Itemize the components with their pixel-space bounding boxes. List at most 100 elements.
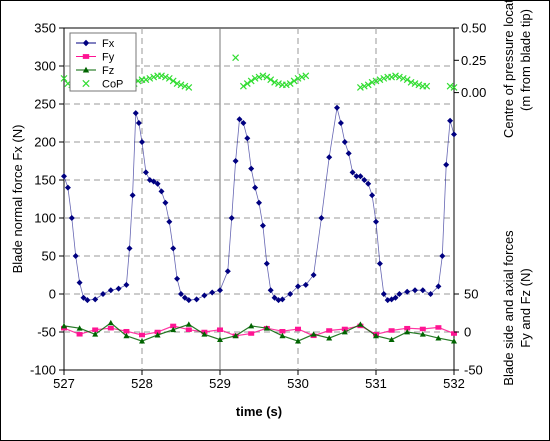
point-fz-24 — [435, 335, 442, 341]
point-fx-3 — [72, 253, 79, 259]
point-fx-28 — [185, 297, 192, 304]
point-fx-26 — [178, 291, 184, 297]
point-fx-49 — [295, 283, 301, 290]
point-fx-74 — [427, 291, 434, 297]
x-tick-label-3: 530 — [287, 376, 309, 391]
point-fx-38 — [244, 135, 251, 142]
point-fz-1 — [76, 325, 83, 331]
point-fz-15 — [295, 338, 301, 344]
point-cop-0 — [60, 74, 68, 82]
point-fx-66 — [380, 291, 387, 297]
point-fx-32 — [217, 287, 223, 294]
point-fz-18 — [341, 329, 348, 335]
legend-marker-fz — [82, 66, 90, 73]
x-tick-label-4: 531 — [365, 376, 387, 391]
point-fx-10 — [115, 285, 122, 292]
point-fy-1 — [76, 332, 83, 337]
point-fx-31 — [209, 289, 216, 296]
point-fz-22 — [404, 329, 411, 335]
point-fx-8 — [100, 291, 106, 297]
x-tick-label-5: 532 — [443, 376, 465, 391]
point-fx-42 — [259, 222, 266, 229]
point-cop-15 — [165, 74, 173, 82]
point-cop-38 — [302, 72, 310, 80]
legend-label-fz: Fz — [102, 65, 114, 77]
point-cop-58 — [450, 84, 458, 91]
grid — [64, 28, 454, 370]
point-fx-34 — [228, 215, 235, 221]
point-cop-36 — [294, 74, 302, 82]
series-fx — [61, 104, 457, 304]
point-fz-16 — [310, 331, 317, 337]
point-fy-21 — [388, 328, 395, 333]
series-layer — [60, 54, 458, 344]
point-cop-31 — [275, 80, 282, 87]
point-cop-54 — [415, 81, 423, 89]
y-left-tick-label-3: 200 — [34, 135, 56, 150]
point-cop-42 — [368, 78, 376, 86]
point-fx-61 — [361, 177, 368, 183]
series-line-fz — [63, 322, 455, 342]
point-fx-17 — [142, 169, 149, 176]
y-left-tick-label-8: -50 — [37, 325, 56, 340]
point-cop-40 — [360, 82, 368, 90]
point-cop-39 — [356, 84, 364, 91]
point-fx-37 — [240, 120, 247, 126]
point-cop-22 — [239, 82, 247, 90]
point-fx-43 — [263, 260, 270, 267]
point-cop-17 — [173, 80, 181, 87]
legend-label-fy: Fy — [102, 52, 115, 64]
x-tick-label-0: 527 — [53, 376, 75, 391]
point-cop-33 — [282, 81, 290, 89]
point-fz-23 — [419, 331, 426, 337]
point-cop-25 — [251, 74, 259, 82]
point-fx-53 — [326, 154, 333, 161]
point-fx-7 — [92, 296, 99, 303]
point-fx-62 — [365, 180, 372, 187]
point-cop-45 — [380, 74, 388, 82]
point-fx-35 — [232, 158, 239, 164]
point-fx-33 — [224, 268, 231, 275]
point-fx-1 — [64, 184, 71, 191]
point-fx-47 — [279, 296, 286, 303]
y-axis-right-bottom-title-line2: Fy and Fz (N) — [518, 268, 533, 347]
point-fx-63 — [369, 192, 376, 199]
point-fz-5 — [139, 338, 145, 344]
point-fx-51 — [310, 272, 317, 278]
point-fz-14 — [279, 332, 286, 339]
point-cop-49 — [395, 73, 403, 81]
point-cop-30 — [271, 78, 279, 86]
point-fz-11 — [232, 332, 239, 339]
y-left-tick-label-6: 50 — [42, 249, 56, 264]
point-fy-17 — [326, 328, 333, 333]
point-fx-23 — [166, 218, 173, 225]
y-left-tick-label-4: 150 — [34, 173, 56, 188]
point-fy-23 — [419, 326, 426, 332]
point-fz-7 — [170, 326, 177, 333]
y-right-top-tick-label-0: 0.50 — [461, 21, 486, 36]
point-fz-17 — [326, 335, 333, 341]
point-fy-3 — [107, 325, 114, 331]
point-fy-5 — [139, 332, 145, 338]
point-cop-16 — [169, 77, 177, 85]
point-cop-52 — [407, 78, 415, 86]
point-fz-2 — [92, 331, 99, 337]
point-cop-14 — [161, 73, 169, 81]
point-fx-65 — [376, 260, 383, 267]
point-cop-50 — [399, 74, 407, 82]
point-fz-19 — [357, 321, 364, 327]
series-line-fx — [63, 107, 455, 301]
point-fz-9 — [201, 331, 208, 337]
x-tick-label-1: 528 — [131, 376, 153, 391]
point-fy-7 — [170, 323, 177, 329]
point-fx-22 — [162, 199, 169, 206]
point-cop-10 — [146, 74, 154, 82]
point-fx-54 — [334, 104, 340, 111]
legend-marker-fy — [82, 54, 90, 59]
point-fy-10 — [217, 327, 223, 332]
y-left-tick-label-9: -100 — [30, 363, 56, 378]
point-fx-45 — [271, 294, 278, 301]
point-fy-8 — [185, 327, 192, 332]
